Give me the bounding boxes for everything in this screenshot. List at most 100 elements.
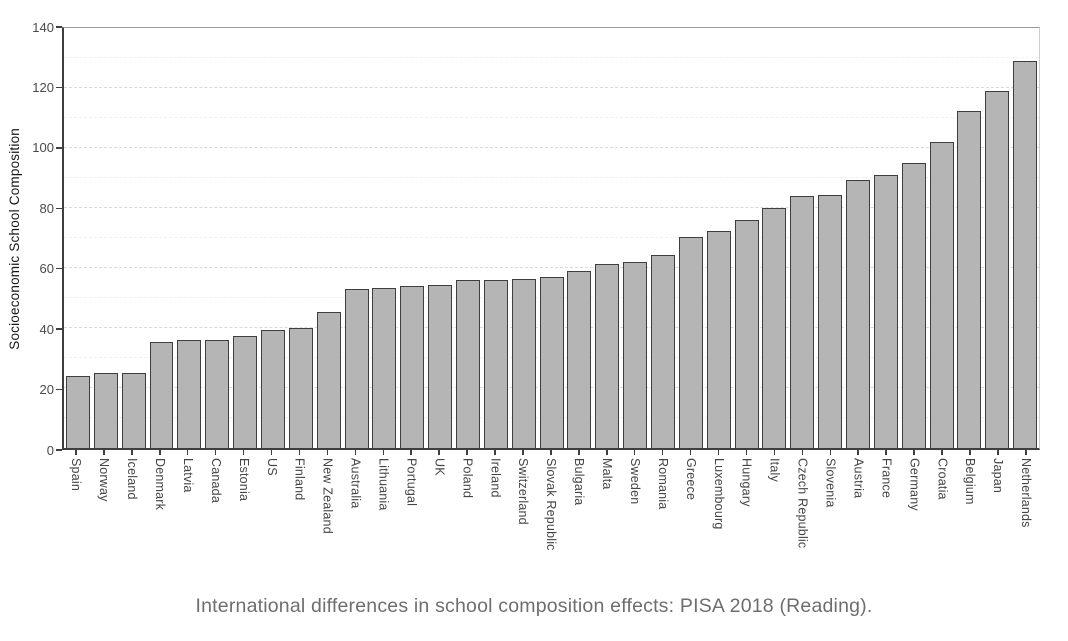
x-tick-slot [733, 450, 761, 456]
x-tick-mark [857, 450, 859, 455]
y-axis-tick-marks [56, 26, 62, 451]
x-axis-tick-labels: Spain Norway Iceland Denmark Latvia Canada Est… [62, 458, 1040, 578]
x-tick-label: Croatia [935, 458, 950, 500]
x-tick-slot [230, 450, 258, 456]
bar-latvia [177, 340, 202, 448]
x-label-slot: Lithuania [369, 458, 397, 511]
x-tick-slot [453, 450, 481, 456]
x-tick-label: Romania [655, 458, 670, 510]
x-label-slot: Germany [900, 458, 928, 511]
x-tick-label: Lithuania [376, 458, 391, 511]
bar-austria [846, 179, 870, 448]
x-tick-label: Greece [683, 458, 698, 501]
x-tick-slot [621, 450, 649, 456]
x-tick-slot [369, 450, 397, 456]
x-tick-mark [326, 450, 329, 455]
x-tick-slot [202, 450, 230, 456]
x-tick-mark [159, 450, 161, 455]
x-tick-mark [494, 450, 496, 455]
x-tick-slot [956, 450, 984, 456]
y-tick-mark [56, 147, 62, 149]
x-label-slot: Iceland [118, 458, 146, 500]
bar-canada [205, 340, 230, 448]
bar-slot [1011, 28, 1039, 448]
x-tick-slot [816, 450, 844, 456]
x-tick-slot [425, 450, 453, 456]
bar-slot [621, 28, 649, 448]
bar-slot [538, 28, 566, 448]
x-tick-label: Portugal [404, 458, 419, 507]
bar-slot [426, 28, 454, 448]
x-label-slot: Japan [984, 458, 1012, 493]
x-tick-mark [103, 450, 105, 455]
x-tick-mark [773, 450, 776, 455]
bar-slot [120, 28, 148, 448]
x-label-slot: Estonia [230, 458, 258, 501]
x-tick-mark [606, 450, 608, 455]
x-tick-label: Bulgaria [572, 458, 587, 506]
x-tick-mark [661, 450, 664, 455]
x-tick-label: Hungary [739, 458, 754, 507]
x-tick-label: Poland [460, 458, 475, 499]
x-tick-mark [354, 450, 357, 455]
bar-slot [788, 28, 816, 448]
x-tick-slot [872, 450, 900, 456]
x-tick-mark [745, 450, 748, 455]
bar-italy [762, 208, 787, 448]
x-tick-mark [298, 450, 301, 455]
bar-ireland [483, 280, 508, 448]
x-label-slot: Ireland [481, 458, 509, 498]
bar-estonia [233, 335, 258, 448]
bar-switzerland [511, 278, 536, 448]
x-label-slot: Sweden [621, 458, 649, 504]
x-tick-slot [90, 450, 118, 456]
bar-slot [928, 28, 956, 448]
bar-slot [649, 28, 677, 448]
x-label-slot: Malta [593, 458, 621, 490]
x-tick-slot [593, 450, 621, 456]
x-tick-label: Japan [991, 458, 1006, 494]
x-tick-mark [969, 450, 971, 455]
gridline-major [64, 207, 1039, 208]
x-tick-slot [677, 450, 705, 456]
bar-portugal [400, 286, 425, 448]
bar-slot [231, 28, 259, 448]
bar-slot [983, 28, 1011, 448]
x-tick-label: Netherlands [1019, 458, 1034, 528]
bar-norway [93, 373, 118, 448]
x-tick-mark [382, 450, 385, 455]
bar-slovenia [818, 194, 843, 448]
x-tick-label: Sweden [627, 458, 642, 505]
bar-slot [565, 28, 593, 448]
x-label-slot: Latvia [174, 458, 202, 493]
x-tick-label: Denmark [153, 458, 168, 511]
y-tick-label: 140 [32, 19, 54, 35]
x-tick-mark [633, 450, 636, 455]
gridline-minor [64, 237, 1039, 238]
y-tick-label: 60 [39, 261, 54, 277]
x-tick-slot [286, 450, 314, 456]
x-tick-slot [844, 450, 872, 456]
x-label-slot: Slovenia [816, 458, 844, 508]
x-tick-slot [705, 450, 733, 456]
bar-slot [760, 28, 788, 448]
x-label-slot: Romania [649, 458, 677, 509]
x-label-slot: Greece [677, 458, 705, 500]
x-tick-label: Slovak Republic [544, 458, 559, 551]
bar-croatia [929, 142, 954, 448]
x-tick-slot [928, 450, 956, 456]
plot-panel [62, 27, 1040, 450]
bar-slot [705, 28, 733, 448]
gridline-minor [64, 57, 1039, 58]
x-label-slot: UK [425, 458, 453, 476]
x-tick-slot [565, 450, 593, 456]
x-tick-slot [397, 450, 425, 456]
x-tick-mark [186, 450, 189, 455]
x-tick-mark [885, 450, 887, 455]
x-tick-label: UK [432, 458, 447, 476]
x-tick-slot [760, 450, 788, 456]
bar-france [873, 175, 898, 448]
x-tick-mark [410, 450, 412, 455]
x-tick-slot [174, 450, 202, 456]
